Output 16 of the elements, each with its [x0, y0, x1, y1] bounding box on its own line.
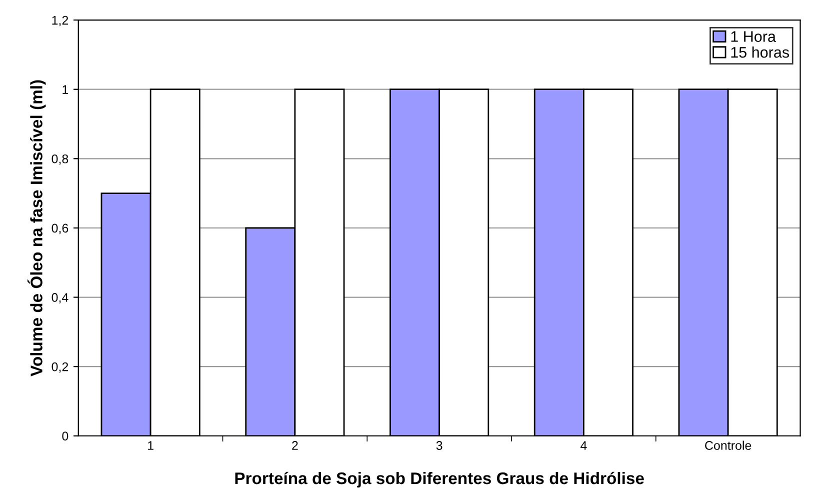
y-tick-label: 0,6	[52, 224, 68, 234]
y-axis-title: Volume de Óleo na fase Imiscível (ml)	[27, 80, 46, 376]
legend-label: 1 Hora	[731, 31, 776, 42]
x-tick-label: Controle	[705, 440, 752, 450]
y-tick-label: 0,4	[52, 293, 68, 304]
x-tick-label: 4	[580, 441, 587, 450]
y-tick-label: 0,8	[52, 154, 68, 165]
x-axis-title: Prorteína de Soja sob Diferentes Graus de Hidrólise	[235, 472, 644, 488]
legend-label: 15 horas	[731, 46, 790, 58]
y-tick-label: 1	[62, 85, 68, 94]
x-tick-label: 3	[436, 441, 442, 450]
x-tick-label: 2	[292, 441, 298, 450]
y-tick-label: 0	[62, 432, 68, 441]
y-tick-label: 0,2	[52, 362, 68, 373]
x-tick-label: 1	[148, 441, 154, 450]
y-tick-label: 1,2	[52, 16, 68, 26]
